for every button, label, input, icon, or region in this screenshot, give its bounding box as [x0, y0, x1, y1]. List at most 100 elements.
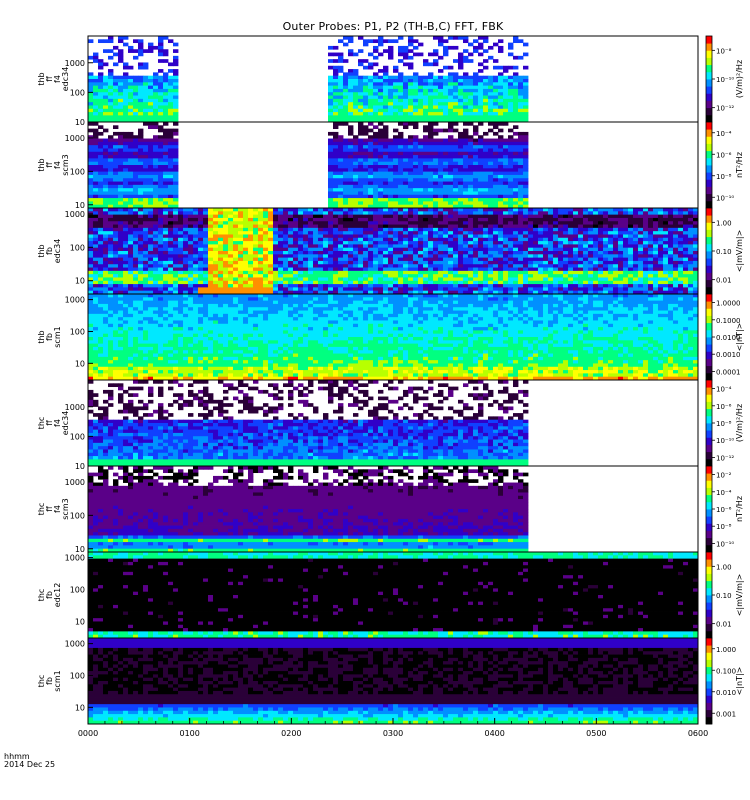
- heatmap-cell: [143, 191, 149, 196]
- heatmap-cell: [508, 174, 514, 179]
- heatmap-cell: [468, 251, 474, 255]
- heatmap-cell: [463, 267, 469, 272]
- heatmap-cell: [268, 264, 274, 268]
- heatmap-cell: [118, 208, 124, 212]
- heatmap-cell: [553, 264, 559, 268]
- heatmap-cell: [398, 217, 404, 222]
- heatmap-cell: [108, 151, 114, 156]
- heatmap-cell: [458, 59, 464, 63]
- heatmap-cell: [558, 257, 564, 262]
- heatmap-cell: [173, 231, 179, 235]
- heatmap-cell: [138, 231, 144, 235]
- heatmap-cell: [553, 208, 559, 212]
- heatmap-cell: [168, 75, 174, 80]
- heatmap-cell: [473, 217, 479, 222]
- heatmap-cell: [443, 244, 449, 249]
- heatmap-cell: [383, 284, 389, 288]
- heatmap-cell: [473, 108, 479, 113]
- heatmap-cell: [403, 122, 409, 126]
- heatmap-cell: [133, 204, 139, 209]
- heatmap-cell: [113, 270, 119, 275]
- heatmap-cell: [433, 211, 439, 216]
- heatmap-cell: [408, 92, 414, 96]
- heatmap-cell: [148, 284, 154, 288]
- heatmap-cell: [148, 211, 154, 216]
- heatmap-cell: [103, 260, 109, 265]
- heatmap-cell: [408, 270, 414, 275]
- heatmap-cell: [473, 241, 479, 245]
- heatmap-cell: [158, 270, 164, 275]
- heatmap-cell: [498, 284, 504, 288]
- heatmap-cell: [393, 260, 399, 265]
- heatmap-cell: [223, 247, 229, 252]
- heatmap-cell: [188, 254, 194, 259]
- heatmap-cell: [153, 280, 159, 285]
- heatmap-cell: [328, 191, 334, 196]
- heatmap-cell: [508, 95, 514, 100]
- heatmap-cell: [478, 171, 484, 176]
- heatmap-cell: [358, 151, 364, 156]
- heatmap-cell: [513, 208, 519, 212]
- heatmap-cell: [348, 184, 354, 189]
- heatmap-cell: [113, 108, 119, 113]
- heatmap-cell: [278, 221, 284, 225]
- heatmap-cell: [353, 217, 359, 222]
- heatmap-cell: [108, 141, 114, 146]
- heatmap-cell: [353, 241, 359, 245]
- heatmap-cell: [403, 284, 409, 288]
- heatmap-cell: [398, 214, 404, 219]
- heatmap-cell: [348, 237, 354, 242]
- heatmap-cell: [533, 237, 539, 242]
- heatmap-cell: [168, 95, 174, 100]
- heatmap-cell: [473, 125, 479, 130]
- heatmap-cell: [88, 274, 94, 278]
- heatmap-cell: [498, 148, 504, 153]
- heatmap-cell: [288, 221, 294, 225]
- heatmap-cell: [128, 112, 134, 116]
- heatmap-cell: [503, 287, 509, 292]
- heatmap-cell: [253, 257, 259, 262]
- heatmap-cell: [168, 79, 174, 83]
- heatmap-cell: [343, 267, 349, 272]
- heatmap-cell: [388, 75, 394, 80]
- colorbar-segment: [706, 157, 712, 166]
- heatmap-cell: [103, 287, 109, 292]
- heatmap-cell: [328, 171, 334, 176]
- heatmap-cell: [298, 227, 304, 232]
- heatmap-cell: [488, 45, 494, 50]
- heatmap-cell: [533, 287, 539, 292]
- heatmap-cell: [548, 247, 554, 252]
- heatmap-cell: [143, 151, 149, 156]
- heatmap-cell: [98, 181, 104, 186]
- heatmap-cell: [168, 204, 174, 209]
- heatmap-cell: [148, 280, 154, 285]
- heatmap-cell: [443, 82, 449, 87]
- heatmap-cell: [353, 98, 359, 103]
- heatmap-cell: [433, 181, 439, 186]
- heatmap-cell: [488, 204, 494, 209]
- heatmap-cell: [173, 251, 179, 255]
- heatmap-cell: [488, 178, 494, 182]
- heatmap-cell: [303, 241, 309, 245]
- heatmap-cell: [98, 188, 104, 192]
- heatmap-cell: [128, 201, 134, 206]
- heatmap-cell: [548, 208, 554, 212]
- heatmap-cell: [533, 247, 539, 252]
- heatmap-cell: [288, 227, 294, 232]
- heatmap-cell: [363, 181, 369, 186]
- heatmap-cell: [483, 224, 489, 229]
- heatmap-cell: [128, 85, 134, 90]
- heatmap-cell: [248, 270, 254, 275]
- heatmap-cell: [238, 208, 244, 212]
- heatmap-cell: [383, 125, 389, 130]
- heatmap-cell: [408, 82, 414, 87]
- heatmap-cell: [443, 234, 449, 239]
- heatmap-cell: [138, 155, 144, 159]
- heatmap-cell: [138, 52, 144, 57]
- heatmap-cell: [228, 280, 234, 285]
- heatmap-cell: [293, 264, 299, 268]
- heatmap-cell: [118, 165, 124, 169]
- heatmap-cell: [388, 171, 394, 176]
- heatmap-cell: [423, 211, 429, 216]
- heatmap-cell: [388, 270, 394, 275]
